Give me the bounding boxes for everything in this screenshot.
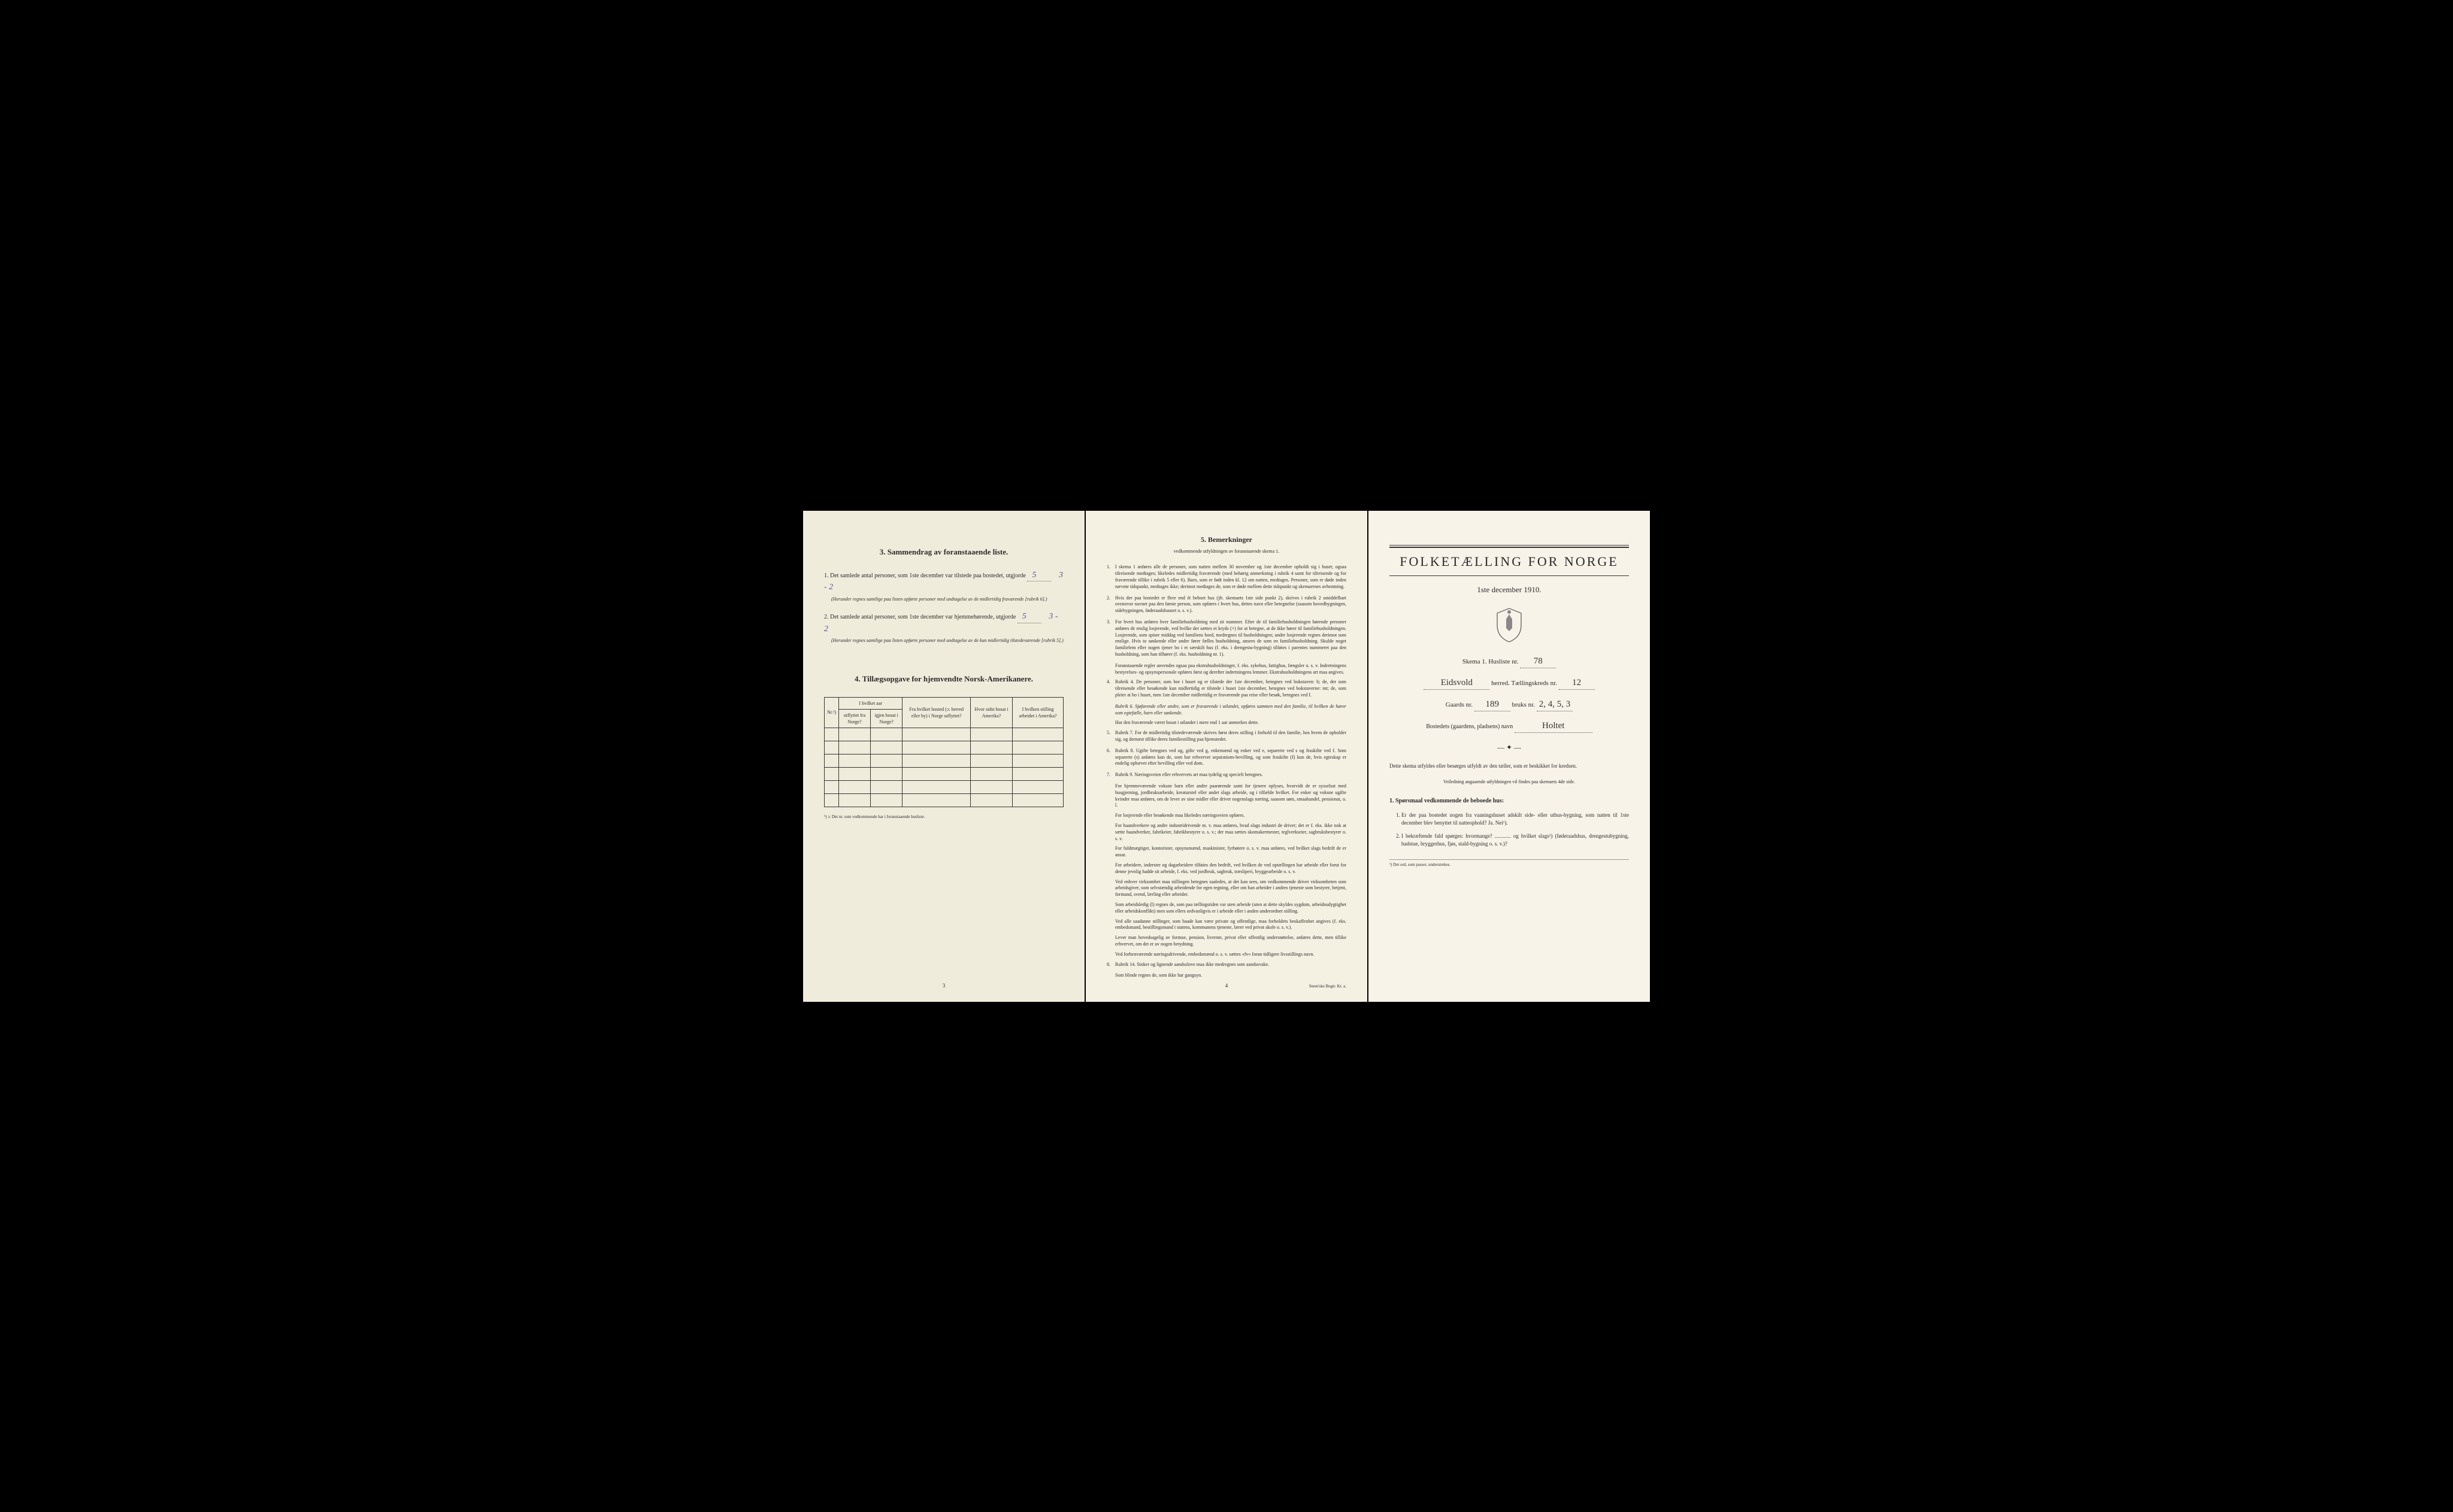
husliste-nr: 78	[1520, 655, 1556, 668]
item2-value: 5	[1017, 611, 1041, 623]
q-footnote: ¹) Det ord, som passer, understrekes.	[1389, 859, 1629, 868]
herred-name: Eidsvold	[1424, 677, 1489, 690]
remark-7-sub2: For losjerende eller besøkende maa likel…	[1107, 813, 1346, 819]
herred-line: Eidsvold herred. Tællingskreds nr. 12	[1389, 677, 1629, 690]
remark-3-sub: Foranstaaende regler anvendes ogsaa paa …	[1107, 663, 1346, 676]
table-row	[825, 768, 1064, 781]
table-row	[825, 794, 1064, 807]
remark-7-sub9: Lever man hovedsagelig av formue, pensio…	[1107, 935, 1346, 948]
section-5-title: 5. Bemerkninger	[1107, 535, 1346, 545]
title-date: 1ste december 1910.	[1389, 584, 1629, 595]
bruks-nr: 2, 4, 5, 3	[1537, 698, 1573, 711]
page-4: 5. Bemerkninger vedkommende utfyldningen…	[1086, 511, 1367, 1002]
printer-note: Steen'ske Bogtr. Kr. a.	[1309, 984, 1346, 990]
th-emigrated: utflyttet fra Norge?	[839, 709, 871, 728]
page-1: FOLKETÆLLING FOR NORGE 1ste december 191…	[1368, 511, 1650, 1002]
census-document: 3. Sammendrag av foranstaaende liste. 1.…	[803, 511, 1650, 1002]
table-row	[825, 781, 1064, 794]
item1-note: (Herunder regnes samtlige paa listen opf…	[824, 596, 1064, 602]
remark-7-sub5: For arbeidere, inderster og dagarbeidere…	[1107, 862, 1346, 875]
item1-value: 5	[1027, 569, 1051, 582]
section-3-title: 3. Sammendrag av foranstaaende liste.	[824, 547, 1064, 557]
remark-7-sub10: Ved forhenværende næringsdrivende, embed…	[1107, 952, 1346, 958]
remark-7-sub3: For haandverkere og andre industridriven…	[1107, 823, 1346, 842]
item2-note: (Herunder regnes samtlige paa listen opf…	[824, 637, 1064, 644]
remark-7-sub7: Som arbeidsledig (l) regnes de, som paa …	[1107, 902, 1346, 915]
remark-7-sub6: Ved enhver virksomhet maa stillingen bet…	[1107, 879, 1346, 898]
table-row	[825, 728, 1064, 741]
remark-7-sub1: For hjemmeværende voksne barn eller andr…	[1107, 783, 1346, 809]
page-number-4: 4	[1225, 982, 1228, 990]
table-row	[825, 741, 1064, 755]
table-row	[825, 755, 1064, 768]
item-2: 2. Det samlede antal personer, som 1ste …	[824, 611, 1064, 644]
remark-4-sub1: Rubrik 6. Sjøfarende eller andre, som er…	[1107, 704, 1346, 717]
remark-7-sub8: Ved alle saadanne stillinger, som baade …	[1107, 919, 1346, 932]
th-returned: igjen bosat i Norge?	[870, 709, 902, 728]
instruction-main: Dette skema utfyldes eller besørges utfy…	[1389, 762, 1629, 770]
bosted-line: Bostedets (gaardens, pladsens) navn Holt…	[1389, 720, 1629, 733]
gaards-nr: 189	[1474, 698, 1510, 711]
question-1: Er der paa bostedet nogen fra vaaningshu…	[1401, 811, 1629, 826]
remark-4-sub2: Har den fraværende været bosat i utlande…	[1107, 720, 1346, 726]
q-title: 1. Spørsmaal vedkommende de beboede hus:	[1389, 797, 1629, 805]
th-nr: Nr.¹)	[825, 697, 839, 728]
remark-8-sub: Som blinde regnes de, som ikke har gangs…	[1107, 972, 1346, 979]
remark-1: I skema 1 anføres alle de personer, som …	[1107, 564, 1346, 590]
remark-3: For hvert hus anføres hver familiehushol…	[1107, 619, 1346, 658]
remark-2: Hvis der paa bostedet er flere end ét be…	[1107, 595, 1346, 614]
question-2: I bekræftende fald spørges: hvormange? .…	[1401, 832, 1629, 847]
section-4-title: 4. Tillægsopgave for hjemvendte Norsk-Am…	[824, 674, 1064, 684]
instruction-sub: Veiledning angaaende utfyldningen vil fi…	[1389, 778, 1629, 785]
remarks-list: I skema 1 anføres alle de personer, som …	[1107, 564, 1346, 979]
divider-icon: ― ✦ ―	[1389, 743, 1629, 753]
th-from: Fra hvilket bosted (ɔ: herred eller by) …	[903, 697, 971, 728]
section-5-subtitle: vedkommende utfyldningen av foranstaaend…	[1107, 548, 1346, 554]
main-title: FOLKETÆLLING FOR NORGE	[1389, 547, 1629, 577]
th-year-group: I hvilket aar	[839, 697, 903, 709]
kreds-nr: 12	[1559, 677, 1595, 690]
coat-of-arms-icon	[1494, 607, 1524, 643]
gaards-line: Gaards nr. 189 bruks nr. 2, 4, 5, 3	[1389, 698, 1629, 711]
remark-4: Rubrik 4. De personer, som bor i huset o…	[1107, 679, 1346, 698]
emigrant-table: Nr.¹) I hvilket aar Fra hvilket bosted (…	[824, 697, 1064, 808]
th-america: Hvor sidst bosat i Amerika?	[970, 697, 1012, 728]
remark-7-sub4: For fuldmægtiger, kontorister, opsynsmæn…	[1107, 846, 1346, 859]
remark-5: Rubrik 7. For de midlertidig tilstedevær…	[1107, 730, 1346, 743]
remark-6: Rubrik 8. Ugifte betegnes ved ug, gifte …	[1107, 748, 1346, 767]
item-1: 1. Det samlede antal personer, som 1ste …	[824, 569, 1064, 602]
page-3: 3. Sammendrag av foranstaaende liste. 1.…	[803, 511, 1085, 1002]
table-footnote: ¹) ɔ: Det nr. som vedkommende har i fora…	[824, 814, 1064, 820]
questions-section: 1. Spørsmaal vedkommende de beboede hus:…	[1389, 797, 1629, 868]
bosted-name: Holtet	[1515, 720, 1592, 733]
th-position: I hvilken stilling arbeidet i Amerika?	[1013, 697, 1064, 728]
remark-8: Rubrik 14. Sinker og lignende aandsslove…	[1107, 962, 1346, 968]
skema-line: Skema 1. Husliste nr. 78	[1389, 655, 1629, 668]
page-number-3: 3	[943, 982, 946, 990]
remark-7: Rubrik 9. Næringsveien eller erhvervets …	[1107, 772, 1346, 778]
